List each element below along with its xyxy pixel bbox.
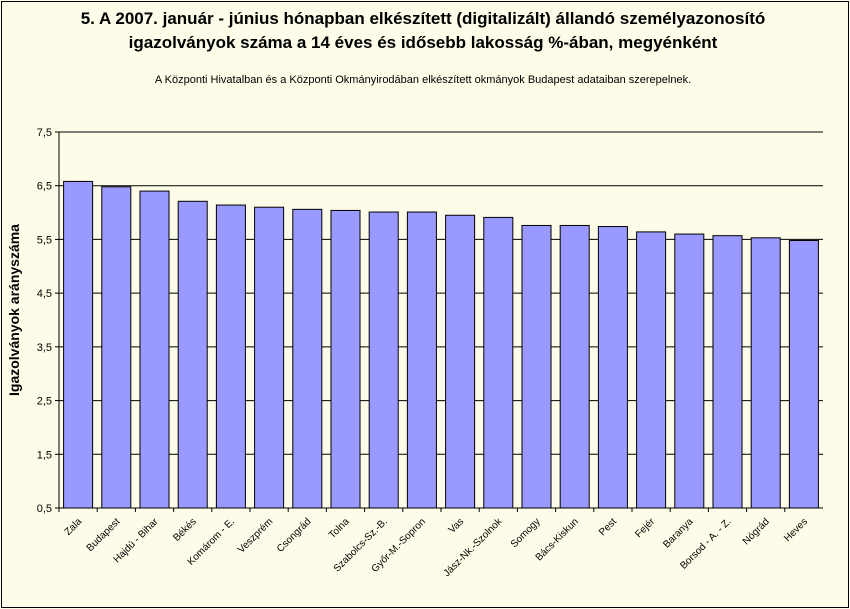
category-label: Tolna (327, 516, 352, 541)
bar (788, 240, 819, 509)
bar (597, 226, 628, 509)
bar (483, 216, 514, 509)
y-tick-label: 3,5 (37, 342, 52, 354)
bar (559, 224, 590, 509)
category-label: Csongrád (275, 516, 313, 554)
y-tick-label: 7,5 (37, 127, 52, 139)
bar (445, 214, 476, 509)
category-label: Heves (782, 516, 810, 544)
bar (139, 190, 170, 509)
bar (63, 180, 94, 509)
bar (750, 237, 781, 509)
bar (215, 204, 246, 509)
bar (292, 208, 323, 509)
y-tick-label: 1,5 (37, 449, 52, 461)
y-tick-label: 4,5 (37, 288, 52, 300)
category-label: Vas (447, 516, 466, 535)
bar (406, 211, 437, 509)
category-label: Békés (171, 516, 198, 543)
chart-title-line-2: igazolványok száma a 14 éves és idősebb … (128, 33, 718, 52)
bar (368, 211, 399, 509)
category-label: Somogy (509, 516, 543, 550)
bar (521, 224, 552, 509)
category-label: Pest (597, 516, 619, 538)
y-tick-label: 2,5 (37, 396, 52, 408)
category-label: Zala (63, 516, 85, 538)
bar (177, 200, 208, 509)
bar (712, 235, 743, 509)
category-label: Veszprém (236, 516, 275, 555)
y-tick-label: 5,5 (37, 234, 52, 246)
bar (254, 206, 285, 509)
chart-title: 5. A 2007. január - június hónapban elké… (0, 7, 846, 55)
bar (636, 231, 667, 509)
category-label: Baranya (661, 516, 695, 550)
chart-title-line-1: 5. A 2007. január - június hónapban elké… (80, 9, 766, 28)
bar (101, 186, 132, 509)
category-label: Nógrád (741, 516, 772, 547)
y-tick-label: 0,5 (37, 503, 52, 515)
category-label: Fejér (633, 516, 657, 540)
y-tick-label: 6,5 (37, 181, 52, 193)
chart-subtitle: A Központi Hivatalban és a Központi Okmá… (154, 74, 692, 86)
bar (330, 209, 361, 509)
category-label: Budapest (85, 516, 123, 554)
bar (674, 233, 705, 509)
